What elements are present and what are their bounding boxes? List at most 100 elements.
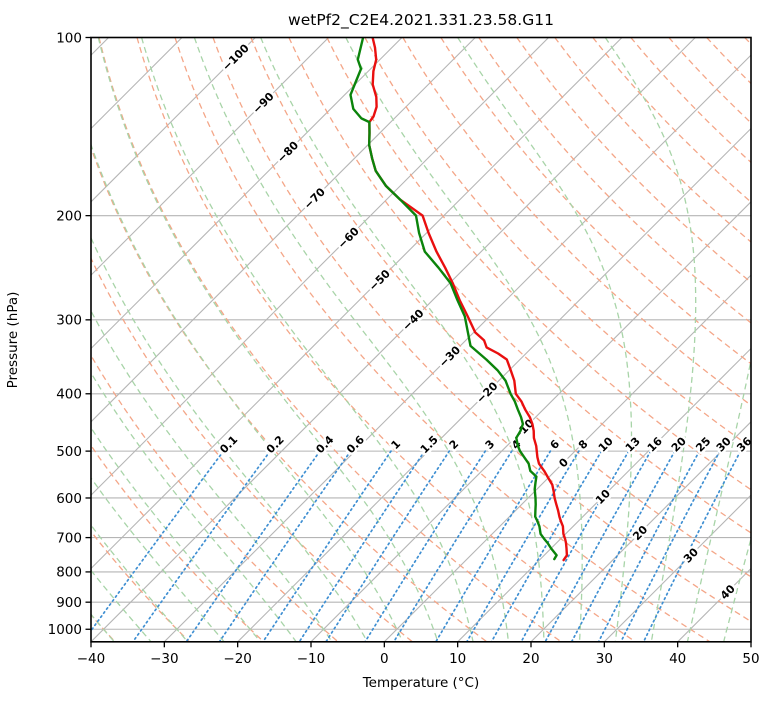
moist-adiabat-line — [686, 357, 751, 642]
x-tick-label: 30 — [596, 651, 613, 667]
y-tick-label: 200 — [56, 208, 82, 224]
dry-adiabat-line — [744, 37, 751, 45]
isotherm-line — [750, 641, 751, 642]
mixing-ratio-line — [544, 450, 652, 642]
isotherm-line — [91, 37, 623, 570]
dry-adiabat-line — [554, 37, 751, 243]
mixing-ratio-lines — [91, 450, 742, 642]
axes-frame — [90, 36, 752, 643]
isotherm-line — [383, 274, 751, 642]
y-tick-label: 800 — [56, 565, 82, 581]
dry-adiabats — [91, 37, 751, 642]
isotherm-line — [91, 37, 476, 423]
mixing-ratio-line — [490, 450, 603, 642]
plot-render-root: −100−90−80−70−60−50−40−30−20−10010203040… — [48, 30, 775, 667]
moist-adiabat-line — [91, 426, 261, 642]
chart-title: wetPf2_C2E4.2021.331.23.58.G11 — [288, 11, 554, 30]
moist-adiabat-line — [760, 38, 775, 642]
dewpoint-curve — [349, 37, 558, 561]
y-tick-label: 1000 — [48, 622, 82, 638]
y-tick-label: 700 — [56, 530, 82, 546]
y-tick-label: 400 — [56, 387, 82, 403]
mixing-ratio-line — [392, 450, 513, 642]
isotherm-line — [237, 127, 751, 642]
dry-adiabat-line — [212, 37, 751, 623]
moist-adiabat-line — [140, 37, 474, 642]
moist-adiabat-line — [723, 536, 751, 642]
dry-adiabat-line — [91, 530, 190, 642]
isotherm-line — [603, 494, 751, 642]
x-tick-label: −40 — [77, 651, 106, 667]
mixing-ratio-line — [620, 450, 721, 642]
dry-adiabat-line — [402, 37, 751, 407]
moist-adiabat-line — [91, 371, 297, 642]
isotherm-line — [91, 37, 329, 276]
x-tick-label: −30 — [150, 651, 179, 667]
moist-adiabat-line — [193, 37, 510, 642]
isotherm-line — [91, 37, 403, 350]
dry-adiabat-line — [250, 37, 751, 578]
mixing-ratio-line — [597, 450, 701, 642]
x-tick-label: −20 — [223, 651, 252, 667]
isotherm-line — [530, 421, 751, 642]
mixing-ratio-line — [91, 450, 225, 633]
isotherm-line — [91, 37, 696, 642]
isotherm-line — [457, 347, 751, 642]
moist-adiabat-line — [97, 37, 439, 642]
isotherm-line — [91, 37, 256, 203]
moist-adiabat-line — [604, 37, 697, 642]
mixing-ratio-line — [298, 450, 426, 642]
y-tick-label: 900 — [56, 595, 82, 611]
dry-adiabat-line — [630, 37, 751, 164]
dry-adiabat-line — [706, 37, 751, 85]
mixing-ratio-label: 8 — [576, 437, 591, 452]
mixing-ratio-label: 0.6 — [344, 433, 367, 456]
x-tick-label: 10 — [449, 651, 466, 667]
dry-adiabat-line — [668, 37, 751, 124]
x-axis-label: Temperature (°C) — [362, 675, 480, 691]
dry-adiabat-line — [91, 444, 265, 642]
dry-adiabat-line — [516, 37, 751, 284]
moist-adiabat-line — [91, 569, 152, 642]
temperature-curve — [368, 37, 569, 562]
x-tick-label: 40 — [669, 651, 686, 667]
moist-adiabat-line — [345, 37, 583, 642]
moist-adiabat-line — [91, 309, 333, 642]
moist-adiabat-line — [260, 37, 545, 642]
mixing-ratio-line — [185, 450, 321, 642]
mixing-ratio-line — [435, 450, 552, 642]
dry-adiabat-line — [592, 37, 751, 203]
pressure-gridlines — [91, 37, 751, 630]
x-tick-label: −10 — [297, 651, 326, 667]
plot-content: −100−90−80−70−60−50−40−30−20−10010203040… — [91, 37, 775, 642]
x-tick-label: 0 — [380, 651, 389, 667]
dry-adiabat-line — [440, 37, 751, 365]
dry-adiabat-line — [288, 37, 751, 534]
mixing-ratio-label: 1.5 — [418, 433, 441, 456]
mixing-ratio-label: 6 — [548, 437, 563, 452]
moist-adiabat-line — [91, 476, 225, 642]
dry-adiabat-line — [326, 37, 751, 491]
mixing-ratio-line — [218, 450, 352, 642]
y-tick-label: 300 — [56, 313, 82, 329]
x-tick-label: 50 — [742, 651, 759, 667]
mixing-ratio-line — [520, 450, 630, 642]
mixing-ratio-label: 2 — [447, 437, 462, 452]
isotherm-lines — [91, 37, 751, 642]
mixing-ratio-line — [325, 450, 451, 642]
moist-adiabats — [91, 37, 775, 642]
moist-adiabat-line — [91, 236, 368, 642]
dry-adiabat-line — [136, 37, 636, 642]
dry-adiabat-line — [174, 37, 711, 642]
mixing-ratio-line — [465, 450, 580, 642]
mixing-ratio-label: 3 — [483, 437, 498, 452]
y-tick-label: 100 — [56, 30, 82, 46]
mixing-ratio-label: 0.2 — [264, 433, 287, 456]
dry-adiabat-line — [91, 354, 339, 642]
mixing-ratio-line — [570, 450, 676, 642]
y-tick-label: 500 — [56, 444, 82, 460]
x-tick-label: 20 — [522, 651, 539, 667]
dry-adiabat-line — [478, 37, 751, 324]
